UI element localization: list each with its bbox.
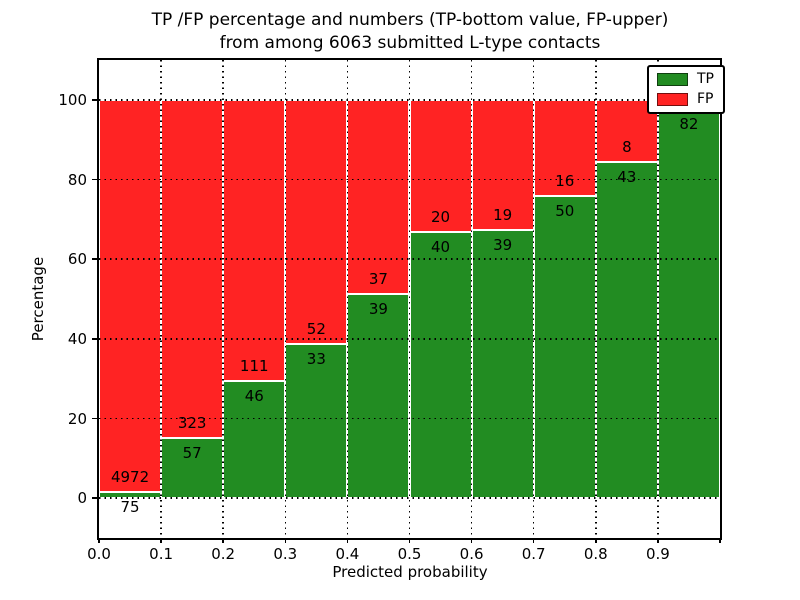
tp-count-label: 40 xyxy=(431,238,451,257)
x-tick-mark xyxy=(719,538,721,543)
y-tick-mark xyxy=(92,178,97,181)
x-tick-label: 0.7 xyxy=(521,545,546,563)
fp-count-label: 52 xyxy=(306,319,326,338)
vertical-gridline xyxy=(222,60,224,538)
x-tick-label: 0.8 xyxy=(583,545,608,563)
tp-count-label: 50 xyxy=(555,202,575,221)
tp-bar-segment xyxy=(533,196,596,499)
fp-count-label: 323 xyxy=(177,414,207,433)
fp-count-label: 16 xyxy=(555,172,575,191)
fp-count-label: 20 xyxy=(431,208,451,227)
x-tick-mark xyxy=(346,538,349,543)
y-tick-label: 0 xyxy=(77,489,87,508)
plot-inner: 4972 75 323 57 111 46 52 33 37 39 20 40 19 39 16 50 8 43 8… xyxy=(58,60,721,563)
horizontal-gridline xyxy=(99,258,720,260)
fp-count-label: 8 xyxy=(622,138,632,157)
legend: TP FP xyxy=(647,65,725,114)
tp-count-label: 82 xyxy=(679,115,699,134)
horizontal-gridline xyxy=(99,99,720,101)
legend-swatch-fp xyxy=(657,93,688,106)
x-tick-mark xyxy=(595,538,597,543)
tp-count-label: 43 xyxy=(617,168,637,187)
x-tick-mark xyxy=(222,538,224,543)
fp-count-label: 4972 xyxy=(110,468,150,487)
horizontal-gridline xyxy=(99,497,720,499)
y-tick-label: 20 xyxy=(67,409,87,428)
x-tick-label: 0.6 xyxy=(459,545,484,563)
y-tick-label: 40 xyxy=(67,329,87,348)
y-tick-mark xyxy=(92,258,97,260)
y-tick-label: 60 xyxy=(67,250,87,269)
y-axis-label: Percentage xyxy=(29,256,47,342)
fp-count-label: 19 xyxy=(493,206,513,225)
horizontal-gridline xyxy=(99,417,720,420)
vertical-gridline xyxy=(470,60,473,538)
vertical-gridline xyxy=(595,60,597,538)
x-tick-label: 0.9 xyxy=(645,545,670,563)
fp-count-label: 37 xyxy=(368,269,388,288)
fp-bar-segment xyxy=(471,99,534,231)
vertical-gridline xyxy=(532,60,535,538)
y-tick-mark xyxy=(92,417,97,420)
x-tick-label: 0.5 xyxy=(397,545,422,563)
fp-bar-segment xyxy=(347,99,410,294)
tp-count-label: 46 xyxy=(244,387,264,406)
fp-count-label: 111 xyxy=(239,357,269,376)
plot-area: 4972 75 323 57 111 46 52 33 37 39 20 40 19 39 16 50 8 43 8… xyxy=(58,58,722,563)
vertical-gridline xyxy=(160,60,162,538)
tp-bar-segment xyxy=(595,162,658,499)
x-axis-label: Predicted probability xyxy=(332,563,488,581)
y-tick-mark xyxy=(92,497,97,499)
horizontal-gridline xyxy=(99,178,720,181)
y-tick-label: 100 xyxy=(58,90,87,109)
x-tick-label: 0.3 xyxy=(273,545,298,563)
x-tick-mark xyxy=(284,538,287,543)
x-tick-label: 0.2 xyxy=(211,545,236,563)
tp-bar-segment xyxy=(347,293,410,499)
x-tick-mark xyxy=(532,538,535,543)
chart-title-line2: from among 6063 submitted L-type contact… xyxy=(219,33,601,53)
horizontal-gridline xyxy=(99,338,720,340)
tp-bar-segment xyxy=(471,230,534,499)
tp-bar-segment xyxy=(657,109,720,499)
tp-count-label: 39 xyxy=(368,299,388,318)
chart-title-line1: TP /FP percentage and numbers (TP-bottom… xyxy=(151,10,669,30)
fp-bar-segment xyxy=(285,99,348,344)
tp-count-label: 57 xyxy=(182,444,202,463)
tp-count-label: 39 xyxy=(493,236,513,255)
y-tick-mark xyxy=(92,338,97,340)
legend-label-fp: FP xyxy=(697,91,714,107)
y-tick-mark xyxy=(92,99,97,101)
fp-bar-segment xyxy=(161,99,224,439)
legend-entry: FP xyxy=(657,92,714,107)
tp-count-label: 33 xyxy=(306,349,326,368)
fp-bar-segment xyxy=(99,99,162,493)
x-tick-label: 0.4 xyxy=(335,545,360,563)
x-tick-label: 0.1 xyxy=(149,545,174,563)
x-tick-mark xyxy=(657,538,659,543)
tp-count-label: 75 xyxy=(120,498,140,517)
legend-swatch-tp xyxy=(657,73,688,86)
x-tick-mark xyxy=(470,538,473,543)
legend-entry: TP xyxy=(657,72,714,87)
x-tick-mark xyxy=(408,538,411,543)
x-tick-mark xyxy=(98,538,100,543)
legend-label-tp: TP xyxy=(697,71,714,87)
x-tick-mark xyxy=(160,538,162,543)
y-tick-label: 80 xyxy=(67,170,87,189)
vertical-gridline xyxy=(346,60,349,538)
vertical-gridline xyxy=(408,60,411,538)
vertical-gridline xyxy=(284,60,287,538)
x-tick-label: 0.0 xyxy=(87,545,111,563)
vertical-gridline xyxy=(657,60,659,538)
chart-title: TP /FP percentage and numbers (TP-bottom… xyxy=(99,9,721,55)
tp-bar-segment xyxy=(409,232,472,499)
